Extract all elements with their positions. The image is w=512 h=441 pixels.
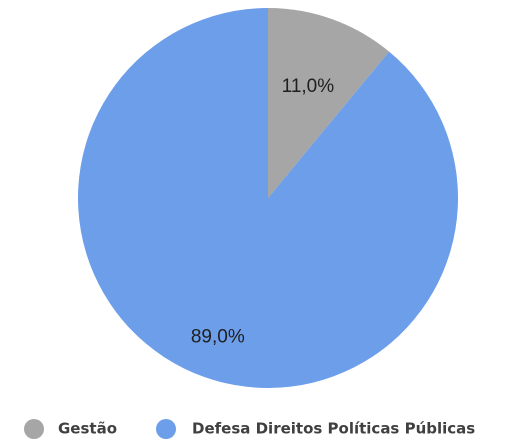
legend: Gestão Defesa Direitos Políticas Pública…	[24, 419, 475, 439]
data-label-defesa: 89,0%	[191, 326, 245, 347]
pie-slice-gestao	[268, 8, 390, 198]
legend-label-defesa: Defesa Direitos Políticas Públicas	[192, 420, 475, 438]
pie-data-labels: 11,0% 89,0%	[191, 76, 334, 347]
legend-swatch-defesa	[156, 419, 176, 439]
pie-slice-defesa	[78, 8, 458, 388]
data-label-gestao: 11,0%	[282, 76, 335, 97]
legend-swatch-gestao	[24, 419, 44, 439]
legend-label-gestao: Gestão	[58, 420, 117, 438]
pie-slices	[78, 8, 458, 388]
